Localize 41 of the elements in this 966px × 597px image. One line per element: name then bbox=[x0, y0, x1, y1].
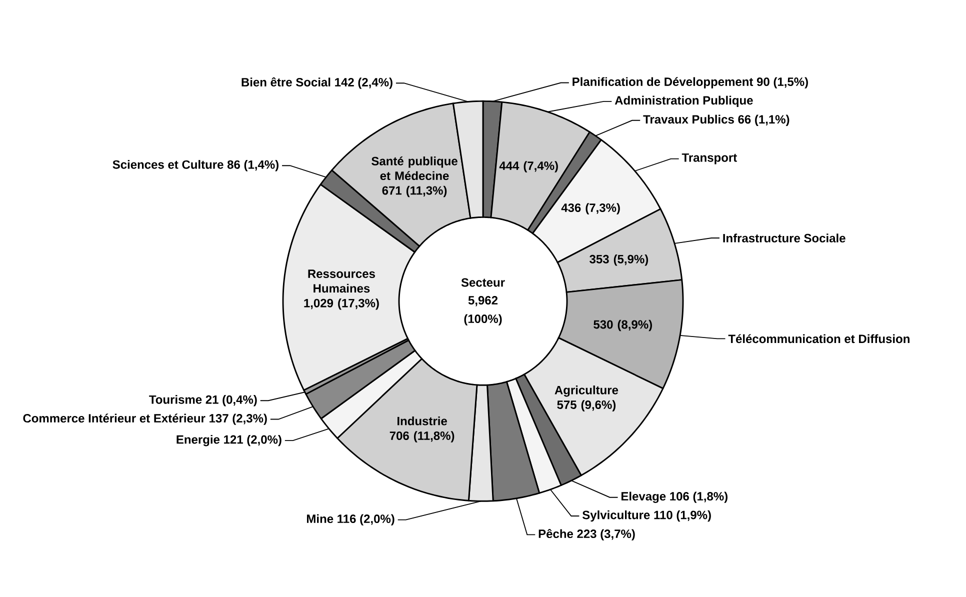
data-label: 121 (2,0%) bbox=[224, 434, 282, 446]
slice-label: Sylviculture bbox=[582, 510, 650, 522]
data-label: 444 (7,4%) bbox=[499, 161, 558, 172]
data-label: 142 (2,4%) bbox=[335, 78, 392, 89]
data-label: 110 (1,9%) bbox=[654, 510, 711, 522]
data-label: 137 (2,3%) bbox=[210, 414, 267, 425]
slice-label: Tourisme bbox=[149, 395, 202, 404]
data-label: 706 (11,8%) bbox=[390, 431, 454, 442]
slice-label: Sciences et Culture bbox=[112, 160, 224, 169]
slice-label: Industrie bbox=[398, 416, 447, 426]
slice-label: Bien être Social bbox=[242, 77, 330, 86]
slice-label: Administration Publique bbox=[614, 96, 753, 107]
slice-label: Elevage bbox=[621, 492, 666, 503]
data-label: 106 (1,8%) bbox=[670, 492, 728, 503]
slice-label: Transport bbox=[682, 153, 737, 164]
data-label: 575 (9,6%) bbox=[557, 400, 616, 412]
data-label: 223 (3,7%) bbox=[577, 529, 635, 540]
data-label: 1,029 (17,3%) bbox=[304, 298, 379, 310]
slice-label: Pêche bbox=[538, 528, 574, 538]
slice-label: Télécommunication et Diffusion bbox=[728, 334, 910, 344]
slice-label: Travaux Publics bbox=[643, 114, 734, 124]
text: 5,962 bbox=[468, 296, 498, 306]
data-label: 90 (1,5%) bbox=[756, 77, 808, 88]
data-label: 353 (5,9%) bbox=[590, 254, 648, 266]
slice-label: Planification de Développement bbox=[572, 77, 754, 88]
data-label: 21 (0,4%) bbox=[206, 395, 257, 406]
data-label: 66 (1,1%) bbox=[738, 114, 790, 126]
data-label: 530 (8,9%) bbox=[594, 320, 652, 332]
slice-label: Mine bbox=[306, 514, 334, 524]
data-label: 671 (11,3%) bbox=[382, 186, 447, 198]
text: Secteur bbox=[461, 278, 505, 287]
slice-label: Santé publique et Médecine bbox=[372, 156, 458, 180]
slice-label: Infrastructure Sociale bbox=[723, 234, 846, 242]
data-label: 116 (2,0%) bbox=[338, 514, 394, 526]
slice-label: Ressources Humaines bbox=[308, 270, 375, 293]
slice-label: Energie bbox=[176, 434, 220, 446]
slice-label: Commerce Intérieur et Extérieur bbox=[23, 414, 206, 423]
text: (100%) bbox=[464, 314, 502, 326]
data-label: 436 (7,3%) bbox=[561, 203, 620, 214]
slice-label: Agriculture bbox=[554, 386, 618, 397]
data-label: 86 (1,4%) bbox=[227, 160, 278, 172]
